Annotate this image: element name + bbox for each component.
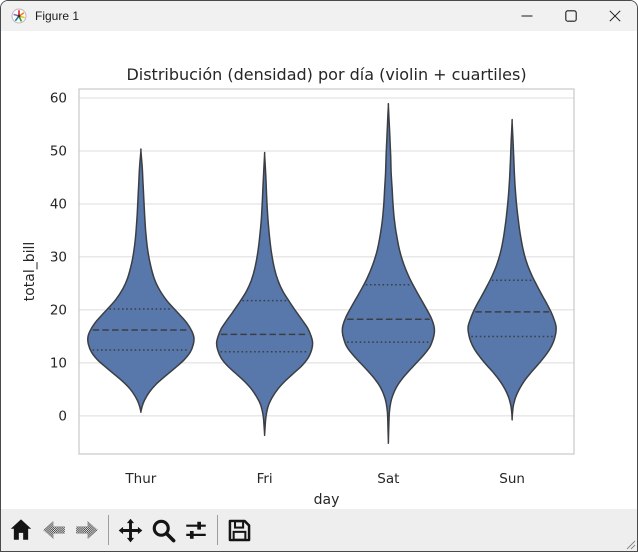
pan-button[interactable] — [115, 513, 145, 547]
window-title: Figure 1 — [35, 9, 80, 23]
y-tick-label: 0 — [58, 408, 67, 424]
y-tick-label: 60 — [50, 91, 67, 107]
floppy-disk-icon — [228, 519, 250, 541]
close-icon — [609, 10, 621, 22]
sliders-icon — [186, 521, 206, 539]
x-tick-label: Sat — [377, 471, 399, 487]
chart-title: Distribución (densidad) por día (violin … — [126, 65, 526, 84]
matplotlib-logo-icon — [11, 8, 27, 24]
violin-chart: Distribución (densidad) por día (violin … — [22, 65, 575, 508]
close-button[interactable] — [593, 1, 637, 31]
toolbar-separator — [217, 515, 218, 545]
y-tick-label: 20 — [50, 302, 67, 318]
forward-button[interactable] — [72, 513, 102, 547]
y-axis-label: total_bill — [22, 242, 38, 302]
back-button[interactable] — [39, 513, 69, 547]
minimize-icon — [521, 15, 533, 17]
minimize-button[interactable] — [505, 1, 549, 31]
toolbar-separator — [108, 515, 109, 545]
axes-box — [78, 88, 575, 455]
back-arrow-icon — [43, 520, 65, 540]
violin-thur — [87, 148, 195, 414]
pan-arrows-icon — [118, 518, 142, 542]
figure-canvas[interactable]: Distribución (densidad) por día (violin … — [1, 31, 637, 511]
resize-grip[interactable] — [625, 539, 636, 550]
y-tick-label: 30 — [50, 249, 67, 265]
zoom-to-rect-button[interactable] — [148, 513, 178, 547]
title-bar[interactable]: Figure 1 — [1, 1, 637, 32]
x-axis-label: day — [314, 492, 340, 508]
save-button[interactable] — [224, 513, 254, 547]
violin-sat — [341, 102, 436, 445]
x-tick-label: Fri — [257, 471, 273, 487]
y-tick-label: 50 — [50, 143, 67, 159]
matplotlib-toolbar — [1, 509, 637, 551]
violin-sun — [467, 118, 557, 421]
forward-arrow-icon — [76, 520, 98, 540]
home-button[interactable] — [6, 513, 36, 547]
magnifier-icon — [152, 519, 175, 542]
maximize-icon — [565, 10, 577, 22]
violin-fri — [215, 151, 314, 437]
x-tick-label: Thur — [124, 471, 156, 487]
x-tick-label: Sun — [499, 471, 525, 487]
y-tick-label: 40 — [50, 196, 67, 212]
home-icon — [10, 519, 32, 540]
maximize-button[interactable] — [549, 1, 593, 31]
configure-subplots-button[interactable] — [181, 513, 211, 547]
y-tick-label: 10 — [50, 355, 67, 371]
window-controls — [505, 1, 637, 31]
